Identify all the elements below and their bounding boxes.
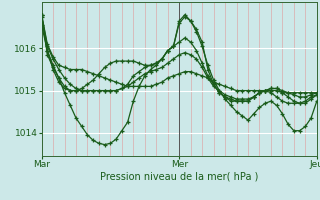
X-axis label: Pression niveau de la mer( hPa ): Pression niveau de la mer( hPa ) [100,172,258,182]
